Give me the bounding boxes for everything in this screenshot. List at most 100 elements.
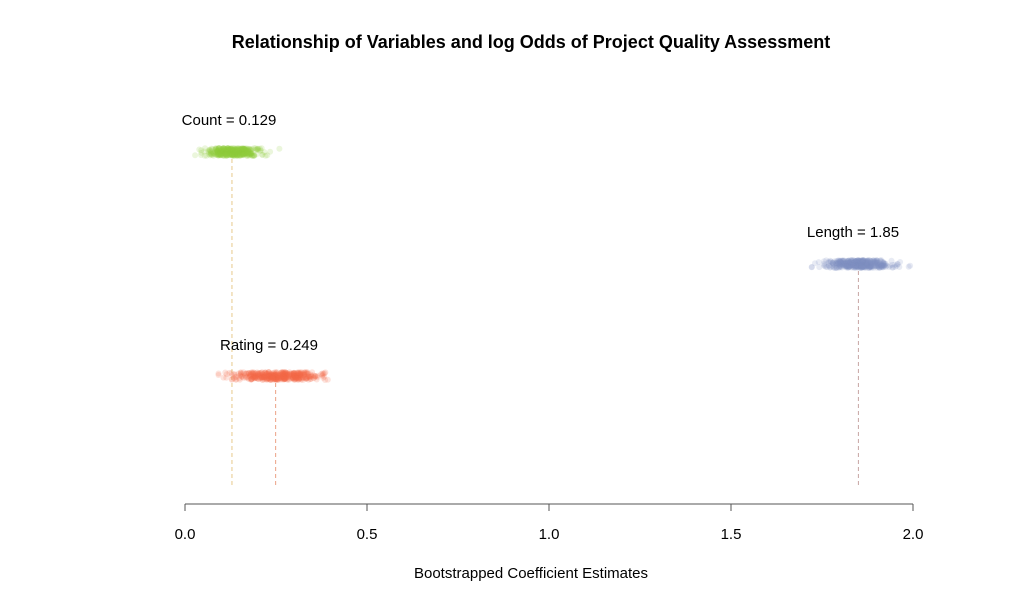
data-point [852, 263, 859, 270]
data-point [301, 369, 308, 376]
data-point [835, 264, 842, 271]
data-point [208, 151, 215, 158]
data-point [249, 371, 256, 378]
data-point [245, 148, 252, 155]
data-point [286, 372, 293, 379]
data-point [248, 376, 255, 383]
data-point [215, 370, 222, 377]
data-point [259, 376, 266, 383]
data-point [278, 369, 285, 376]
data-point [238, 147, 244, 154]
data-point [223, 148, 229, 155]
data-point [877, 258, 884, 265]
data-point [241, 151, 247, 158]
data-point [229, 151, 236, 158]
data-point [243, 149, 250, 156]
data-point [853, 259, 860, 265]
data-point [242, 145, 249, 152]
data-point [296, 369, 302, 376]
data-point [225, 146, 232, 153]
data-point [253, 374, 259, 381]
data-point [868, 263, 875, 270]
data-point [271, 376, 277, 382]
data-point [290, 374, 297, 381]
data-point [230, 147, 237, 154]
data-point [296, 375, 303, 382]
data-point [228, 147, 235, 154]
data-point [846, 261, 853, 268]
data-point [266, 372, 273, 378]
data-point [878, 264, 885, 270]
data-point [241, 146, 247, 153]
data-point [305, 370, 312, 377]
data-point [269, 373, 276, 380]
data-point [226, 146, 233, 153]
data-point [854, 261, 860, 268]
data-point [858, 263, 864, 270]
data-point [860, 258, 867, 265]
data-point [293, 372, 300, 379]
data-point [222, 151, 229, 158]
data-point [223, 149, 230, 156]
data-point [211, 150, 218, 157]
data-point [220, 374, 227, 381]
data-point [875, 259, 882, 266]
data-point [835, 260, 842, 267]
data-point [261, 149, 268, 156]
data-point [264, 376, 271, 383]
data-point [860, 258, 867, 265]
data-point [220, 147, 227, 154]
data-point [864, 262, 871, 269]
data-point [869, 260, 876, 267]
data-point [223, 152, 230, 159]
data-point [238, 373, 245, 380]
data-point [859, 259, 865, 266]
data-point [864, 257, 871, 264]
data-point [874, 261, 881, 268]
data-point [230, 152, 237, 159]
data-point [857, 258, 864, 265]
data-point [236, 375, 243, 382]
data-point [863, 261, 870, 268]
data-point [274, 369, 280, 376]
data-point [874, 259, 881, 266]
data-point [285, 371, 292, 378]
data-point [889, 264, 896, 271]
data-point [274, 376, 281, 383]
data-point [210, 152, 217, 159]
data-point [858, 263, 865, 270]
data-point [853, 263, 860, 269]
data-point [252, 370, 259, 377]
data-point [855, 264, 862, 271]
data-point [278, 375, 285, 382]
data-point [219, 147, 226, 154]
data-point [860, 263, 867, 270]
data-point [850, 259, 857, 266]
data-point [234, 149, 241, 156]
data-point [297, 370, 304, 376]
data-point [219, 148, 225, 155]
data-point [298, 374, 304, 381]
data-point [257, 147, 264, 154]
data-point [239, 146, 246, 153]
data-point [263, 372, 270, 379]
data-point [257, 148, 264, 154]
data-point [284, 371, 291, 378]
data-point [298, 369, 305, 375]
data-point [862, 265, 869, 271]
data-point [283, 374, 290, 380]
data-point [876, 261, 883, 268]
data-point [253, 372, 259, 379]
data-point [291, 376, 298, 383]
data-point [855, 260, 862, 266]
data-point [297, 370, 303, 377]
data-point [216, 147, 222, 154]
data-point [855, 262, 862, 268]
data-point [222, 369, 229, 376]
data-point [255, 147, 262, 153]
data-point [833, 257, 840, 264]
data-point [862, 263, 869, 270]
data-point [826, 259, 833, 266]
data-point [229, 148, 236, 155]
data-point [842, 261, 849, 268]
